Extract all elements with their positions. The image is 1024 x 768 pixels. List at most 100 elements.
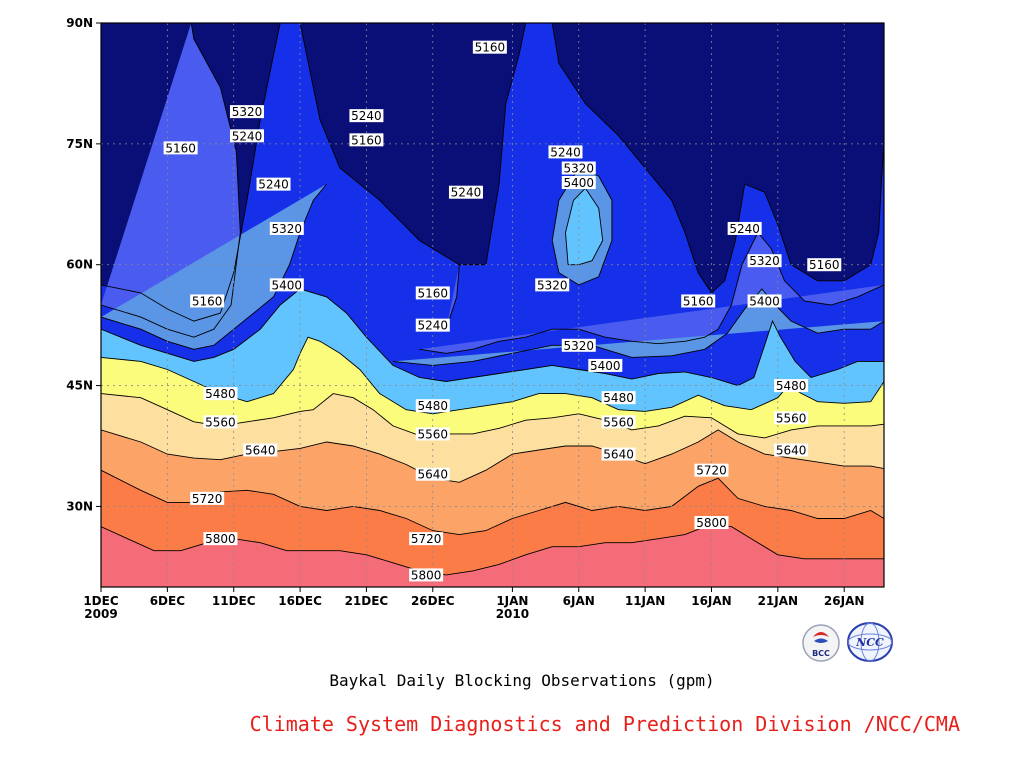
contour-label: 5240	[451, 186, 482, 200]
contour-labels: 5160532052405240516051605240532054005160…	[163, 40, 842, 582]
contour-line-5240	[445, 264, 460, 330]
y-tick-label: 90N	[66, 16, 93, 30]
x-tick-label: 11JAN	[625, 594, 666, 608]
contour-line-5240	[101, 23, 241, 338]
contour-label: 5560	[776, 411, 807, 425]
contour-label: 5240	[418, 319, 449, 333]
contour-label: 5800	[411, 568, 442, 582]
contour-label: 5720	[411, 532, 442, 546]
contour-label-box	[203, 415, 238, 429]
contour-label-box	[409, 568, 444, 582]
chart-title: Baykal Daily Blocking Observations (gpm)	[329, 671, 715, 690]
x-tick-label: 6JAN	[563, 594, 595, 608]
contour-label-box	[774, 443, 809, 457]
contour-label: 5640	[418, 468, 449, 482]
contour-label-box	[415, 286, 450, 300]
ncc-logo-text: NCC	[855, 636, 884, 649]
contour-label: 5480	[603, 391, 634, 405]
contour-line-5560	[101, 393, 884, 439]
contour-label-box	[269, 221, 304, 235]
contour-label-box	[601, 415, 636, 429]
contour-label: 5160	[165, 141, 196, 155]
x-tick-label: 1JAN	[496, 594, 528, 608]
contour-chart: 5160532052405240516051605240532054005160…	[66, 16, 885, 621]
contour-label-box	[561, 176, 596, 190]
contour-label: 5720	[696, 464, 727, 478]
contour-line-5400	[565, 187, 604, 266]
contour-label-box	[203, 387, 238, 401]
contour-label: 5320	[537, 278, 568, 292]
contour-label: 5320	[563, 339, 594, 353]
contour-label-box	[190, 294, 225, 308]
contour-label: 5320	[272, 222, 303, 236]
contour-label-box	[548, 145, 583, 159]
contour-label: 5560	[418, 427, 449, 441]
contour-label-box	[601, 391, 636, 405]
contour-label-box	[727, 221, 762, 235]
y-tick-label: 75N	[66, 137, 93, 151]
contour-label-box	[747, 254, 782, 268]
contour-label: 5720	[192, 492, 223, 506]
credit-line: Climate System Diagnostics and Predictio…	[249, 712, 960, 736]
contour-label: 5320	[563, 162, 594, 176]
contour-label: 5160	[683, 294, 714, 308]
contour-label: 5160	[809, 258, 840, 272]
contour-label: 5240	[729, 222, 760, 236]
contour-label-box	[448, 185, 483, 199]
contour-label: 5240	[258, 178, 289, 192]
contour-label: 5240	[351, 109, 382, 123]
contour-label-box	[163, 141, 198, 155]
contour-label: 5400	[272, 278, 303, 292]
contour-label: 5560	[603, 415, 634, 429]
y-tick-label: 60N	[66, 258, 93, 272]
contour-label-box	[349, 133, 384, 147]
contour-label-box	[409, 532, 444, 546]
contour-line-5160	[101, 23, 884, 322]
filled-bands	[101, 23, 884, 587]
contour-label-box	[681, 294, 716, 308]
contour-label: 5240	[232, 129, 263, 143]
contour-label-box	[774, 379, 809, 393]
ncc-logo: NCC	[847, 622, 893, 662]
contour-label: 5640	[603, 448, 634, 462]
contour-label: 5400	[590, 359, 621, 373]
contour-label: 5160	[351, 133, 382, 147]
contour-label: 5640	[245, 444, 276, 458]
contour-label-box	[774, 411, 809, 425]
contour-label-box	[415, 427, 450, 441]
contour-label-box	[415, 318, 450, 332]
band-fill-5400	[565, 188, 603, 265]
contour-label-box	[229, 129, 264, 143]
contour-label-box	[472, 40, 507, 54]
contour-line-5480	[101, 336, 884, 415]
bcc-logo: BCC	[802, 624, 840, 662]
contour-label: 5800	[696, 516, 727, 530]
contour-label-box	[190, 491, 225, 505]
band-fill-5240	[446, 264, 460, 330]
contour-label-box	[561, 161, 596, 175]
contour-label-box	[415, 399, 450, 413]
contour-label: 5320	[232, 105, 263, 119]
x-tick-label: 1DEC	[83, 594, 119, 608]
contour-label: 5400	[563, 176, 594, 190]
contour-label-box	[694, 516, 729, 530]
contour-label-box	[269, 278, 304, 292]
contour-label: 5480	[205, 387, 236, 401]
contour-label: 5640	[776, 444, 807, 458]
contour-label-box	[588, 358, 623, 372]
contour-line-5320	[551, 167, 613, 286]
contour-label-box	[256, 177, 291, 191]
contour-label-box	[535, 278, 570, 292]
x-tick-label: 11DEC	[212, 594, 256, 608]
y-tick-label: 30N	[66, 499, 93, 513]
band-fill-5800	[101, 524, 884, 587]
x-tick-label: 6DEC	[150, 594, 186, 608]
x-tick-label: 16JAN	[691, 594, 732, 608]
contour-label-box	[561, 338, 596, 352]
contour-line-5400	[101, 288, 884, 387]
contour-label: 5800	[205, 532, 236, 546]
x-tick-label: 21JAN	[758, 594, 799, 608]
contour-label-box	[694, 463, 729, 477]
band-fill-5320	[393, 288, 884, 366]
